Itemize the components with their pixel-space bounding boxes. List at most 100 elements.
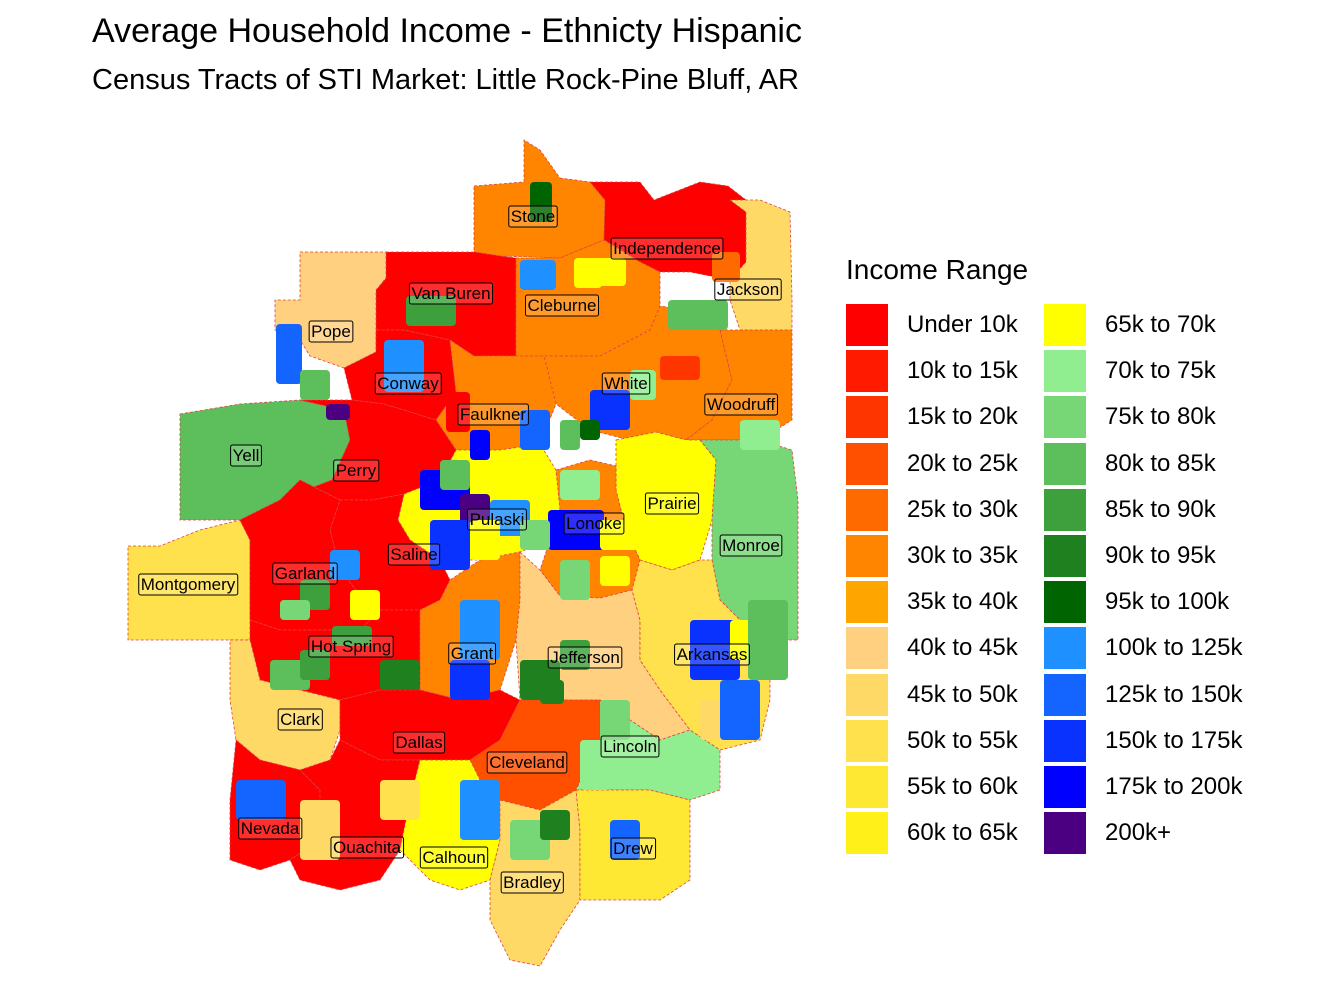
tract-patch	[540, 810, 570, 840]
tract-patch	[350, 590, 380, 620]
legend: Income Range Under 10k 10k to 15k 15k to 2…	[846, 252, 1274, 856]
tract-patch	[600, 520, 640, 550]
county-label-box	[547, 646, 623, 669]
tract-patch	[650, 440, 690, 470]
county-label-text: Perry	[336, 461, 377, 480]
county-label-grant: Grant	[448, 642, 497, 665]
tract-patch	[326, 404, 350, 420]
legend-swatch	[846, 765, 888, 808]
county-label-box	[387, 543, 441, 566]
county-label-text: Clark	[280, 710, 320, 729]
county-label-text: Montgomery	[141, 575, 236, 594]
tract-patch	[540, 680, 564, 704]
legend-column-left: Under 10k 10k to 15k 15k to 20k 20k to 25k 2…	[846, 302, 1044, 856]
county-label-van-buren: Van Buren	[408, 282, 494, 305]
county-label-box	[610, 237, 724, 260]
county-label-text: Nevada	[241, 819, 300, 838]
legend-swatch	[846, 350, 888, 393]
county-label-box	[610, 837, 657, 860]
county-label-text: Pulaski	[470, 510, 525, 529]
map-subtitle: Census Tracts of STI Market: Little Rock…	[92, 64, 800, 96]
tract-patch	[590, 390, 630, 430]
county-label-independence: Independence	[610, 237, 724, 260]
county-label-text: Conway	[377, 374, 439, 393]
legend-swatch	[1044, 350, 1086, 393]
county-label-clark: Clark	[277, 708, 323, 731]
tract-patch	[600, 556, 630, 586]
county-label-box	[601, 372, 651, 395]
county-label-prairie: Prairie	[644, 492, 700, 515]
tract-patch	[470, 430, 490, 460]
legend-swatch	[1044, 581, 1086, 624]
legend-columns: Under 10k 10k to 15k 15k to 20k 20k to 25k 2…	[846, 302, 1274, 856]
legend-swatch	[1044, 812, 1086, 855]
tract-patch	[560, 470, 600, 500]
legend-swatch	[1044, 304, 1086, 347]
legend-label: 200k+	[1105, 819, 1172, 847]
county-label-yell: Yell	[230, 444, 262, 467]
county-label-box	[714, 278, 782, 301]
county-label-text: White	[604, 374, 647, 393]
legend-item: 150k to 175k	[1044, 718, 1274, 764]
tract-patch	[580, 740, 610, 790]
legend-label: Under 10k	[907, 311, 1018, 339]
legend-item: 40k to 45k	[846, 625, 1044, 671]
legend-swatch	[846, 442, 888, 485]
county-label-text: Arkansas	[677, 645, 748, 664]
legend-item: 35k to 40k	[846, 579, 1044, 625]
legend-label: 85k to 90k	[1105, 495, 1216, 523]
tract-patch	[740, 420, 780, 450]
legend-swatch	[846, 304, 888, 347]
county-label-text: Independence	[613, 239, 721, 258]
county-region-clark	[229, 639, 341, 771]
legend-label: 65k to 70k	[1105, 311, 1216, 339]
county-label-box	[448, 642, 497, 665]
legend-title: Income Range	[846, 254, 1029, 285]
legend-item: 50k to 55k	[846, 718, 1044, 764]
county-label-box	[308, 635, 394, 658]
tract-patch	[236, 780, 286, 820]
tract-patch	[748, 600, 788, 680]
tract-patch	[580, 420, 600, 440]
legend-label: 100k to 125k	[1105, 634, 1243, 662]
county-label-box	[525, 294, 599, 317]
county-label-box	[333, 459, 380, 482]
county-label-text: Stone	[511, 207, 555, 226]
county-label-arkansas: Arkansas	[674, 643, 750, 666]
tract-patch	[440, 460, 470, 490]
county-label-text: Yell	[233, 446, 260, 465]
tract-patch	[548, 510, 604, 550]
county-label-text: Ouachita	[333, 838, 402, 857]
tract-patch	[520, 410, 550, 450]
county-label-text: Cleveland	[489, 753, 565, 772]
legend-item: 30k to 35k	[846, 533, 1044, 579]
county-label-box	[467, 508, 527, 531]
county-label-montgomery: Montgomery	[138, 573, 239, 596]
county-label-box	[600, 735, 660, 758]
county-label-box	[374, 372, 442, 395]
legend-label: 10k to 15k	[907, 357, 1018, 385]
county-label-box	[644, 492, 700, 515]
county-label-text: Prairie	[647, 494, 696, 513]
county-region-woodruff	[684, 329, 793, 441]
tract-patch	[574, 258, 602, 288]
county-label-text: Garland	[275, 564, 335, 583]
tract-patch	[460, 780, 500, 840]
county-label-box	[674, 643, 750, 666]
county-label-bradley: Bradley	[500, 871, 564, 894]
county-label-text: Calhoun	[422, 848, 485, 867]
county-region-dallas	[339, 689, 521, 761]
county-label-drew: Drew	[610, 837, 657, 860]
county-label-perry: Perry	[333, 459, 380, 482]
county-label-nevada: Nevada	[238, 817, 303, 840]
legend-item: 65k to 70k	[1044, 302, 1274, 348]
legend-label: 175k to 200k	[1105, 772, 1243, 800]
county-region-montgomery	[127, 519, 251, 641]
tract-patch	[596, 258, 626, 286]
legend-item: 10k to 15k	[846, 348, 1044, 394]
county-label-text: Saline	[390, 545, 437, 564]
county-label-box	[704, 393, 778, 416]
tract-patch	[300, 370, 330, 400]
legend-item: 55k to 60k	[846, 764, 1044, 810]
legend-item: 200k+	[1044, 810, 1274, 856]
